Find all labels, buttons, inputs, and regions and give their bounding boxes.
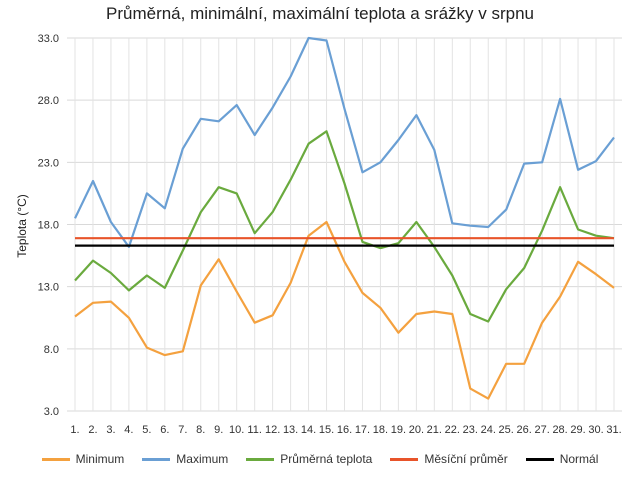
x-tick-label: 26.	[517, 424, 532, 436]
x-tick-label: 9.	[214, 424, 223, 436]
x-tick-label: 7.	[178, 424, 187, 436]
x-tick-label: 24.	[481, 424, 496, 436]
x-tick-label: 19.	[391, 424, 406, 436]
series-line-maximum	[74, 36, 615, 248]
legend-item: Normál	[525, 452, 599, 466]
legend-item: Měsíční průměr	[390, 452, 508, 466]
x-tick-label: 4.	[124, 424, 133, 436]
x-tick-label: 23.	[463, 424, 478, 436]
x-tick-label: 27.	[534, 424, 549, 436]
y-tick-label: 33.0	[38, 33, 59, 45]
x-tick-label: 13.	[283, 424, 298, 436]
legend-label: Měsíční průměr	[424, 452, 508, 466]
legend-swatch	[525, 457, 554, 461]
y-tick-label: 13.0	[38, 282, 59, 294]
x-tick-label: 20.	[409, 424, 424, 436]
x-tick-label: 3.	[106, 424, 115, 436]
x-tick-label: 28.	[552, 424, 567, 436]
chart-title: Průměrná, minimální, maximální teplota a…	[106, 4, 534, 23]
series-lines	[74, 36, 615, 400]
x-tick-label: 31.	[606, 424, 621, 436]
legend-label: Průměrná teplota	[280, 452, 373, 466]
x-tick-label: 11.	[247, 424, 261, 436]
x-tick-label: 12.	[265, 424, 280, 436]
x-tick-label: 6.	[160, 424, 169, 436]
y-tick-label: 28.0	[38, 95, 59, 107]
x-tick-label: 17.	[355, 424, 370, 436]
legend-label: Minimum	[75, 452, 125, 466]
legend: Minimum Maximum Průměrná teplota Měsíční pr…	[0, 452, 640, 466]
x-tick-label: 18.	[373, 424, 388, 436]
x-tick-label: 8.	[196, 424, 205, 436]
x-tick-label: 14.	[301, 424, 316, 436]
x-axis-ticks: 1. 2. 3. 4. 5. 6. 7. 8. 9. 10. 11. 12. 13. 14. 15. 16. 1…	[70, 424, 621, 436]
series-line-průměrná-teplota	[74, 130, 615, 323]
x-tick-label: 21.	[427, 424, 442, 436]
legend-swatch	[41, 457, 70, 461]
legend-swatch	[246, 457, 275, 461]
x-tick-label: 22.	[445, 424, 460, 436]
x-tick-label: 30.	[588, 424, 603, 436]
legend-swatch	[142, 457, 171, 461]
y-tick-label: 8.0	[44, 344, 59, 356]
gridlines	[67, 37, 622, 412]
x-tick-label: 1.	[70, 424, 79, 436]
x-tick-label: 15.	[319, 424, 334, 436]
x-tick-label: 29.	[570, 424, 585, 436]
y-tick-label: 18.0	[38, 220, 59, 232]
legend-item: Průměrná teplota	[246, 452, 372, 466]
legend-swatch	[390, 457, 419, 461]
y-tick-label: 23.0	[38, 157, 59, 169]
y-axis-label: Teplota (°C)	[15, 194, 29, 258]
y-tick-label: 3.0	[44, 406, 59, 418]
x-tick-label: 25.	[499, 424, 514, 436]
x-tick-label: 5.	[142, 424, 151, 436]
legend-item: Minimum	[41, 452, 125, 466]
series-line-minimum	[74, 220, 615, 400]
x-tick-label: 2.	[88, 424, 97, 436]
legend-item: Maximum	[142, 452, 228, 466]
legend-label: Maximum	[176, 452, 229, 466]
y-axis-ticks: 3.0 8.0 13.0 18.0 23.0 28.0 33.0	[38, 33, 59, 418]
legend-label: Normál	[559, 452, 599, 466]
x-tick-label: 16.	[337, 424, 352, 436]
x-tick-label: 10.	[229, 424, 244, 436]
